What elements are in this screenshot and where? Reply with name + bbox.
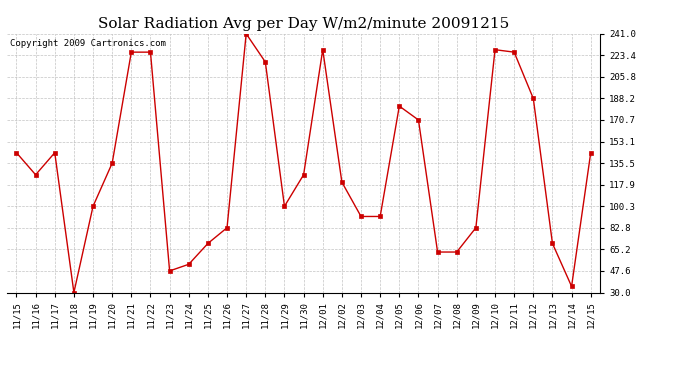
- Title: Solar Radiation Avg per Day W/m2/minute 20091215: Solar Radiation Avg per Day W/m2/minute …: [98, 17, 509, 31]
- Text: Copyright 2009 Cartronics.com: Copyright 2009 Cartronics.com: [10, 39, 166, 48]
